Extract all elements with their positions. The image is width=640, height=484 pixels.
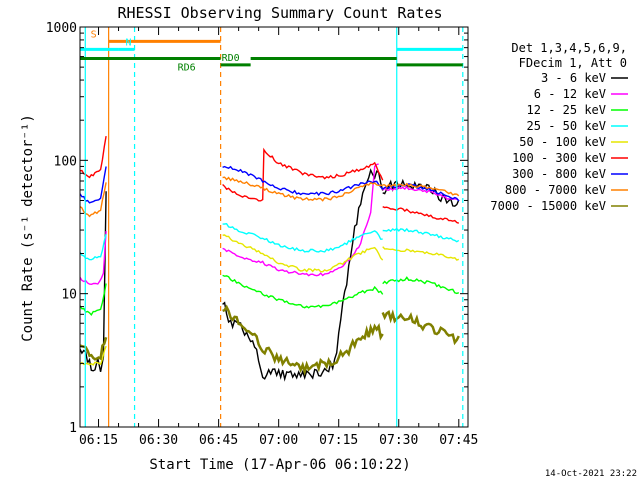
status-bar-label-5: RD0	[222, 53, 240, 64]
x-tick-label-5: 07:30	[379, 433, 418, 448]
legend-label-2: 12 - 25 keV	[527, 103, 606, 117]
series-line-4-2	[382, 246, 460, 261]
y-tick-label-2: 100	[54, 154, 77, 169]
legend-header-1: FDecim 1, Att 0	[519, 56, 627, 70]
plot-frame	[79, 26, 469, 428]
series-line-5-0	[80, 135, 107, 179]
x-axis-label: Start Time (17-Apr-06 06:10:22)	[149, 457, 410, 473]
series-line-5-1	[222, 147, 384, 202]
footer-date: 14-Oct-2021 23:22	[545, 469, 637, 479]
legend-header-0: Det 1,3,4,5,6,9,	[511, 41, 627, 55]
status-bar-label-2: N	[126, 37, 132, 48]
series-line-5-2	[382, 206, 460, 224]
series-line-6-1	[222, 165, 384, 197]
y-tick-label-0: 1	[69, 421, 77, 436]
y-axis-label: Count Rate (s⁻¹ detector⁻¹)	[20, 114, 36, 342]
series-line-3-2	[382, 227, 460, 243]
legend: Det 1,3,4,5,6,9,FDecim 1, Att 03 - 6 keV…	[490, 41, 628, 213]
series-line-8-0	[80, 336, 108, 361]
series-line-3-0	[80, 234, 107, 261]
legend-label-7: 800 - 7000 keV	[505, 183, 606, 197]
series-line-3-1	[222, 222, 383, 253]
x-tick-label-2: 06:45	[199, 433, 238, 448]
status-bar-label-4: RD6	[178, 63, 196, 74]
x-tick-label-1: 06:30	[139, 433, 178, 448]
series-line-1-2	[382, 185, 460, 201]
legend-label-4: 50 - 100 keV	[519, 135, 606, 149]
legend-label-6: 300 - 800 keV	[512, 167, 606, 181]
plot-area: S N RD6 RD0 1 10 100 1000 06:15 06:30 06:45 07:00 07…	[46, 21, 479, 448]
series-line-2-2	[382, 276, 460, 295]
legend-label-8: 7000 - 15000 keV	[490, 199, 606, 213]
legend-label-5: 100 - 300 keV	[512, 151, 606, 165]
status-bar-label-0: S	[91, 29, 97, 40]
legend-label-3: 25 - 50 keV	[527, 119, 606, 133]
chart-title: RHESSI Observing Summary Count Rates	[117, 4, 442, 22]
series-line-2-0	[80, 283, 107, 316]
series-line-4-0	[80, 345, 107, 366]
series-line-7-1	[222, 176, 383, 202]
series-line-0-2	[382, 178, 460, 207]
series-line-7-2	[382, 182, 460, 197]
series-line-7-0	[80, 182, 107, 218]
series-line-8-2	[381, 309, 460, 346]
legend-label-1: 6 - 12 keV	[534, 87, 606, 101]
legend-label-0: 3 - 6 keV	[541, 71, 606, 85]
series-line-0-1	[222, 168, 384, 382]
x-tick-label-0: 06:15	[79, 433, 118, 448]
series-line-4-1	[222, 234, 384, 273]
series-line-6-2	[382, 183, 460, 202]
series-line-1-1	[222, 163, 379, 277]
x-tick-label-3: 07:00	[259, 433, 298, 448]
y-tick-label-1: 10	[61, 288, 77, 303]
series-line-6-0	[80, 166, 107, 204]
y-tick-label-3: 1000	[46, 21, 77, 36]
series-line-1-0	[80, 231, 107, 286]
x-tick-label-6: 07:45	[439, 433, 478, 448]
x-tick-label-4: 07:15	[319, 433, 358, 448]
series-line-0-0	[80, 191, 107, 372]
series-line-2-1	[222, 274, 384, 309]
series-line-8-1	[222, 304, 384, 377]
